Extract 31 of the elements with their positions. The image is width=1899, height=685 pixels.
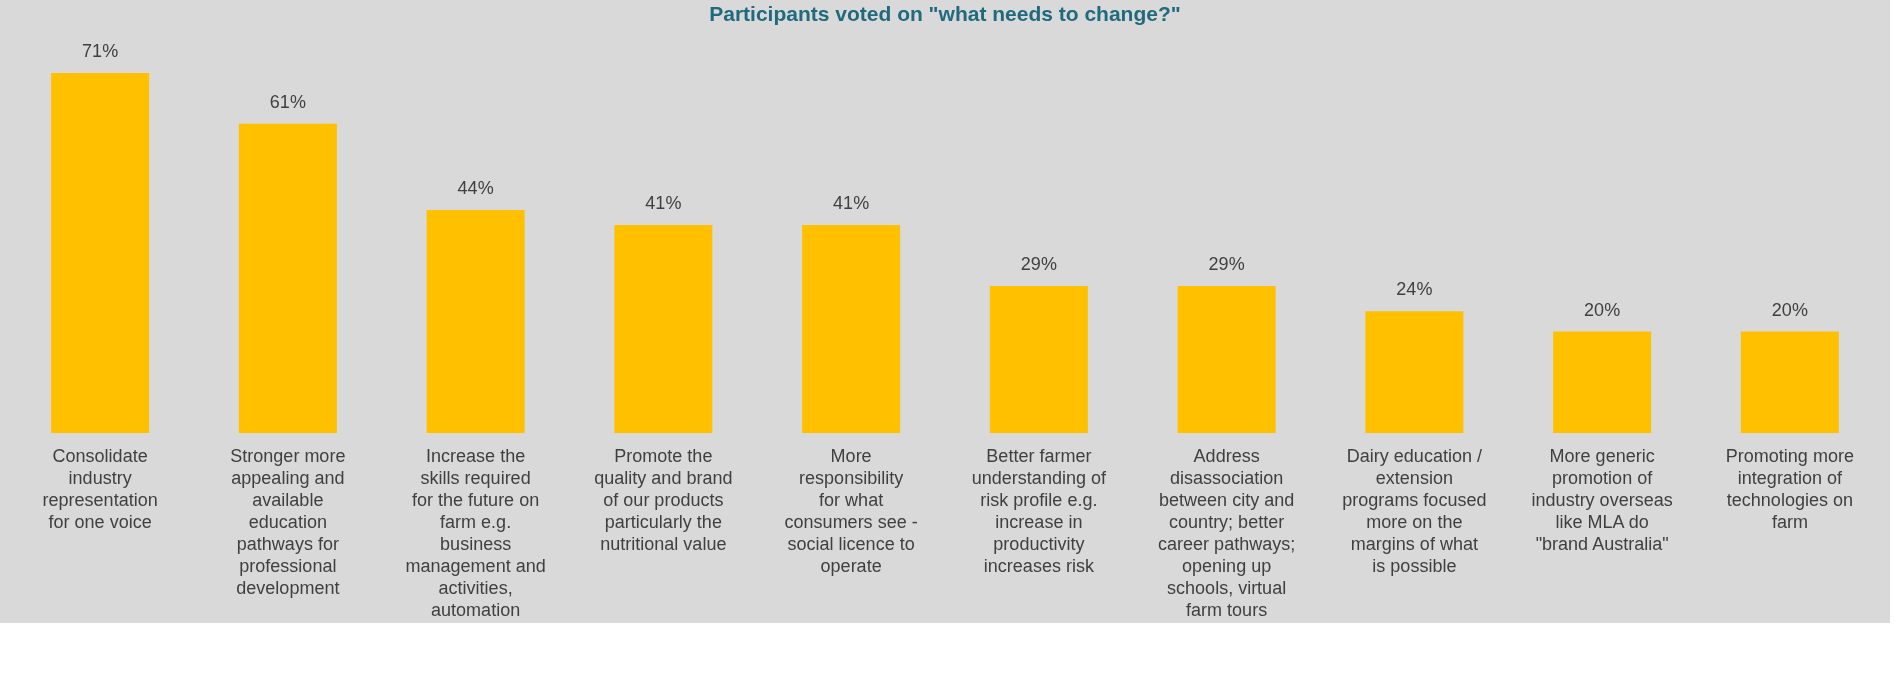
chart-title: Participants voted on "what needs to change?" [709,2,1181,25]
x-tick-label: Promote the quality and brand of our products particularly the nutritional value [594,445,733,554]
bar [1177,285,1276,433]
x-tick-label: Address disassociation between city and country; better career pathways; opening up schools, virtual farm tours [1158,445,1296,620]
x-tick-label: Consolidate industry representation for one voice [42,445,158,532]
x-tick-label: More generic promotion of industry overseas like MLA do "brand Australia" [1531,445,1673,554]
data-label: 41% [833,193,870,214]
data-label: 20% [1771,299,1808,320]
data-label: 41% [645,193,682,214]
data-label: 71% [82,41,119,61]
data-label: 61% [269,91,306,112]
bar [238,123,337,433]
data-label: 24% [1396,279,1433,300]
data-label: 29% [1020,253,1057,274]
bar [51,73,150,433]
data-label: 29% [1208,253,1245,274]
x-tick-label: Dairy education / extension programs focused more on the margins of what is possible [1342,445,1487,576]
x-tick-label: More responsibility for what consumers see - social licence to operate [784,445,918,576]
x-tick-label: Stronger more appealing and available education pathways for professional development [230,445,346,598]
bar [1553,331,1652,433]
bar [1365,311,1464,433]
bar [426,209,525,433]
x-tick-label: Promoting more integration of technologies on farm [1725,445,1854,532]
data-label: 44% [457,177,494,198]
data-label: 20% [1584,299,1621,320]
bar [989,285,1088,433]
x-tick-label: Increase the skills required for the future on farm e.g. business management and activities, automation [405,445,546,620]
x-tick-label: Better farmer understanding of risk profile e.g. increase in productivity increases risk [971,445,1107,576]
bar [1740,331,1839,433]
bar [802,225,901,433]
bar [614,225,713,433]
